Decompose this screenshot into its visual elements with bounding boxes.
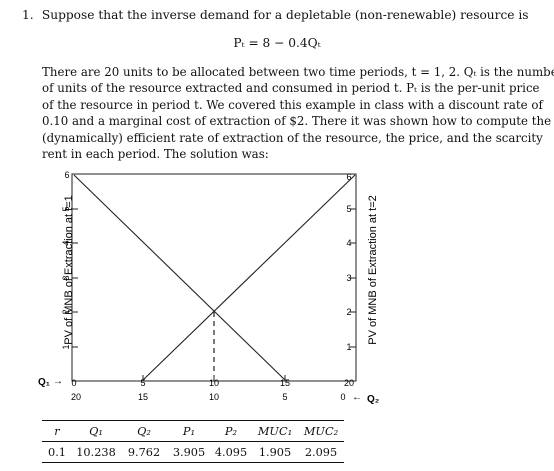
two-period-extraction-figure: 1 2 3 4 5 6 1 2 3 4 5 6 0 5 10 15 20 20 … <box>38 170 379 405</box>
left-tick-1: 1 <box>61 344 71 349</box>
table-header-row: r Q₁ Q₂ P₁ P₂ MUC₁ MUC₂ <box>42 420 344 442</box>
left-axis-title: PV of MNB of Extraction at t=1 <box>63 195 75 344</box>
left-tick-2: 2 <box>61 309 71 314</box>
left-axis: 1 2 3 4 5 6 <box>61 170 78 350</box>
q1-tick-15: 15 <box>280 378 290 388</box>
table-header-q2: Q₂ <box>120 420 168 442</box>
paragraph-line: There are 20 units to be allocated betwe… <box>42 65 554 79</box>
demand-equation: Pₜ = 8 − 0.4Qₜ <box>233 36 321 50</box>
table-cell: 10.238 <box>72 441 120 463</box>
paragraph-line: 0.10 and a marginal cost of extraction o… <box>42 114 552 129</box>
table-header-muc1: MUC₁ <box>252 420 298 442</box>
table-row: 0.1 10.238 9.762 3.905 4.095 1.905 2.095 <box>42 441 344 463</box>
mnb-period1-line <box>73 174 286 381</box>
q1-tick-10: 10 <box>209 378 219 388</box>
paragraph-line: of the resource in period t. We covered … <box>42 97 543 112</box>
q1-tick-20: 20 <box>344 378 354 388</box>
right-tick-2: 2 <box>346 307 351 317</box>
table-cell: 9.762 <box>120 441 168 463</box>
question-number: 1. <box>22 8 34 22</box>
right-axis: 1 2 3 4 5 6 <box>346 172 356 352</box>
left-tick-5: 5 <box>61 206 71 211</box>
question-header: 1. Suppose that the inverse demand for a… <box>22 8 529 22</box>
q1-arrow-icon: → <box>53 376 63 387</box>
q2-tick-0: 0 <box>340 392 345 402</box>
question-intro: Suppose that the inverse demand for a de… <box>41 8 529 22</box>
solution-table: r Q₁ Q₂ P₁ P₂ MUC₁ MUC₂ 0.1 10.238 9.762… <box>42 420 344 463</box>
table-cell: 3.905 <box>168 441 210 463</box>
table-header-muc2: MUC₂ <box>298 420 344 442</box>
left-tick-4: 4 <box>61 240 71 245</box>
table-cell: 0.1 <box>42 441 72 463</box>
right-tick-5: 5 <box>346 204 351 214</box>
left-tick-3: 3 <box>61 275 71 280</box>
q1-tick-0: 0 <box>71 378 76 388</box>
right-tick-6: 6 <box>346 172 351 182</box>
table-cell: 1.905 <box>252 441 298 463</box>
right-tick-3: 3 <box>346 273 351 283</box>
table-cell: 2.095 <box>298 441 344 463</box>
paragraph-line: (dynamically) efficient rate of extracti… <box>42 130 543 145</box>
q1-axis-label: Q₁ <box>38 377 50 388</box>
paragraph-line: rent in each period. The solution was: <box>42 147 269 162</box>
right-tick-1: 1 <box>346 342 351 352</box>
right-axis-title: PV of MNB of Extraction at t=2 <box>367 195 379 344</box>
q2-arrow-icon: ← <box>352 392 362 403</box>
q2-axis-label: Q₂ <box>367 394 379 405</box>
table-header-p2: P₂ <box>210 420 252 442</box>
table-header-p1: P₁ <box>168 420 210 442</box>
q1-tick-5: 5 <box>140 378 145 388</box>
q2-tick-5: 5 <box>282 392 287 402</box>
question-paragraph: There are 20 units to be allocated betwe… <box>42 64 554 162</box>
table-cell: 4.095 <box>210 441 252 463</box>
paragraph-line: of units of the resource extracted and c… <box>42 81 540 96</box>
q2-tick-20: 20 <box>71 392 81 402</box>
right-tick-4: 4 <box>346 238 351 248</box>
bottom-axis: 0 5 10 15 20 20 15 10 5 0 <box>71 375 354 402</box>
left-tick-6: 6 <box>64 170 69 180</box>
table-header-q1: Q₁ <box>72 420 120 442</box>
table-header-r: r <box>42 420 72 442</box>
mnb-period2-line <box>142 174 356 381</box>
q2-tick-10: 10 <box>209 392 219 402</box>
q2-tick-15: 15 <box>138 392 148 402</box>
